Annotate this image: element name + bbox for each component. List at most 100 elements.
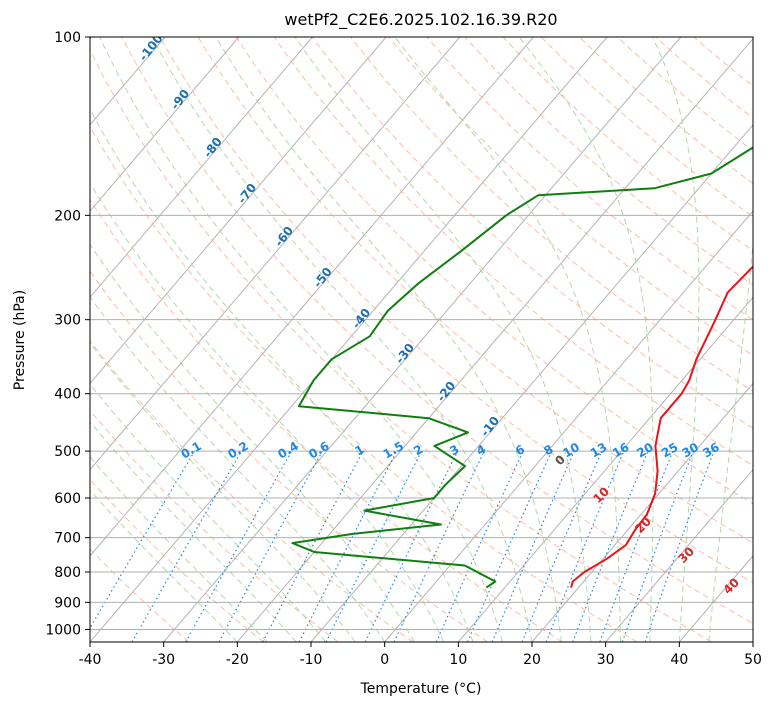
mixing-ratio-line bbox=[90, 450, 196, 630]
isotherm-line bbox=[90, 37, 313, 299]
moist-adiabat-line bbox=[518, 37, 654, 642]
dewpoint-line bbox=[291, 146, 753, 589]
mixing-ratio-line bbox=[185, 450, 293, 642]
mixing-ratio-line bbox=[572, 450, 649, 642]
isotherm-line bbox=[90, 37, 608, 642]
isotherm-line bbox=[90, 37, 387, 385]
isotherm-line bbox=[310, 124, 753, 642]
x-tick-label: 40 bbox=[670, 652, 688, 668]
y-tick-label: 900 bbox=[54, 595, 81, 611]
mixing-ratio-label: 1.5 bbox=[381, 439, 406, 462]
dry-adiabat-line bbox=[90, 49, 712, 642]
isotherm-lines bbox=[90, 37, 753, 642]
mixing-ratio-line bbox=[599, 450, 674, 642]
mixing-ratio-line bbox=[466, 450, 553, 642]
mixing-ratio-line bbox=[325, 450, 423, 642]
mixing-ratio-line bbox=[364, 450, 459, 642]
isotherm-label: -10 bbox=[478, 414, 502, 440]
x-tick-label: 20 bbox=[523, 652, 541, 668]
x-axis-ticks: -40 -30 -20 -10 0 10 20 30 40 50 bbox=[79, 642, 762, 668]
isotherm-line bbox=[457, 296, 753, 642]
isotherm-label: -80 bbox=[201, 135, 225, 161]
moist-adiabat-line bbox=[394, 37, 621, 642]
mixing-ratio-label: 30 bbox=[680, 440, 701, 460]
isotherm-line bbox=[236, 37, 753, 642]
isotherm-line bbox=[163, 37, 682, 642]
x-tick-label: 10 bbox=[449, 652, 467, 668]
isotherm-line bbox=[531, 382, 753, 642]
x-tick-label: -10 bbox=[300, 652, 323, 668]
moist-adiabat-line bbox=[151, 37, 533, 642]
dry-adiabat-line bbox=[90, 270, 488, 642]
y-axis-ticks: 1000 900 800 700 600 500 400 300 200 100 bbox=[45, 30, 90, 638]
isotherm-label: -90 bbox=[168, 87, 192, 113]
isotherm-label: -40 bbox=[349, 306, 373, 332]
chart-title: wetPf2_C2E6.2025.102.16.39.R20 bbox=[284, 10, 557, 30]
moist-adiabat-line bbox=[708, 237, 753, 642]
y-tick-label: 800 bbox=[54, 565, 81, 581]
dry-adiabat-line bbox=[311, 37, 753, 429]
moist-adiabat-line bbox=[90, 243, 415, 642]
mixing-ratio-label: 25 bbox=[659, 440, 680, 460]
mixing-ratio-line bbox=[491, 450, 575, 642]
y-tick-label: 200 bbox=[54, 208, 81, 224]
isotherm-label: -30 bbox=[393, 341, 417, 367]
dry-adiabat-line bbox=[617, 37, 753, 152]
mixing-ratio-line bbox=[435, 450, 524, 642]
mixing-ratio-line bbox=[131, 450, 243, 642]
mixing-ratio-label: 10 bbox=[561, 440, 582, 460]
dry-adiabat-line bbox=[90, 125, 638, 642]
moist-adiabat-line bbox=[90, 342, 356, 642]
isotherm-line bbox=[752, 641, 753, 642]
pressure-gridlines bbox=[90, 37, 753, 630]
dry-adiabat-line bbox=[197, 37, 753, 544]
dry-adiabat-line bbox=[273, 37, 753, 467]
mixing-ratio-lines bbox=[90, 450, 715, 642]
moist-adiabat-line bbox=[294, 37, 592, 642]
y-tick-label: 600 bbox=[54, 491, 81, 507]
data-series bbox=[291, 146, 753, 589]
moist-adiabat-line bbox=[90, 108, 474, 642]
moist-adiabat-line bbox=[90, 182, 445, 642]
mixing-ratio-label: 1 bbox=[352, 442, 366, 458]
mixing-ratio-label: 13 bbox=[588, 440, 609, 460]
wet-bulb-label: 20 bbox=[632, 514, 654, 536]
x-tick-label: 0 bbox=[380, 652, 389, 668]
mixing-ratio-label: 0.1 bbox=[178, 439, 203, 462]
moist-adiabat-line bbox=[652, 37, 700, 642]
wet-bulb-label: 40 bbox=[720, 575, 742, 597]
dry-adiabat-line bbox=[90, 409, 339, 642]
mixing-ratio-label: 4 bbox=[474, 442, 488, 458]
y-tick-label: 300 bbox=[54, 313, 81, 329]
dry-adiabat-line bbox=[90, 340, 414, 642]
dry-adiabat-line bbox=[388, 37, 753, 356]
y-tick-label: 500 bbox=[54, 444, 81, 460]
dry-adiabat-line bbox=[540, 37, 753, 218]
dry-adiabat-line bbox=[159, 37, 753, 584]
dry-adiabat-lines bbox=[90, 37, 753, 642]
plot-frame bbox=[89, 36, 754, 643]
dry-adiabat-line bbox=[350, 37, 753, 393]
dry-adiabat-line bbox=[655, 37, 753, 119]
dry-adiabat-line bbox=[464, 37, 753, 286]
line-labels: 0.1 0.2 0.4 0.6 1 1.5 2 3 4 6 8 10 13 16 20 25 30 36-100-… bbox=[136, 37, 742, 597]
isotherm-label: -70 bbox=[235, 181, 259, 207]
isotherm-label: -50 bbox=[310, 265, 334, 291]
y-tick-label: 400 bbox=[54, 387, 81, 403]
isotherm-line bbox=[90, 37, 534, 557]
y-tick-label: 100 bbox=[54, 30, 81, 46]
x-tick-label: 50 bbox=[744, 652, 762, 668]
y-axis-label: Pressure (hPa) bbox=[12, 290, 28, 390]
y-tick-label: 700 bbox=[54, 531, 81, 547]
y-tick-label: 1000 bbox=[45, 622, 81, 638]
mixing-ratio-line bbox=[298, 450, 398, 642]
x-tick-label: -40 bbox=[79, 652, 102, 668]
mixing-ratio-line bbox=[218, 450, 323, 642]
mixing-ratio-label: 2 bbox=[411, 442, 425, 458]
dry-adiabat-line bbox=[90, 548, 190, 642]
moist-adiabat-line bbox=[215, 37, 562, 642]
moist-adiabat-line bbox=[90, 383, 327, 642]
mixing-ratio-line bbox=[621, 450, 694, 642]
isotherm-line bbox=[384, 210, 753, 642]
